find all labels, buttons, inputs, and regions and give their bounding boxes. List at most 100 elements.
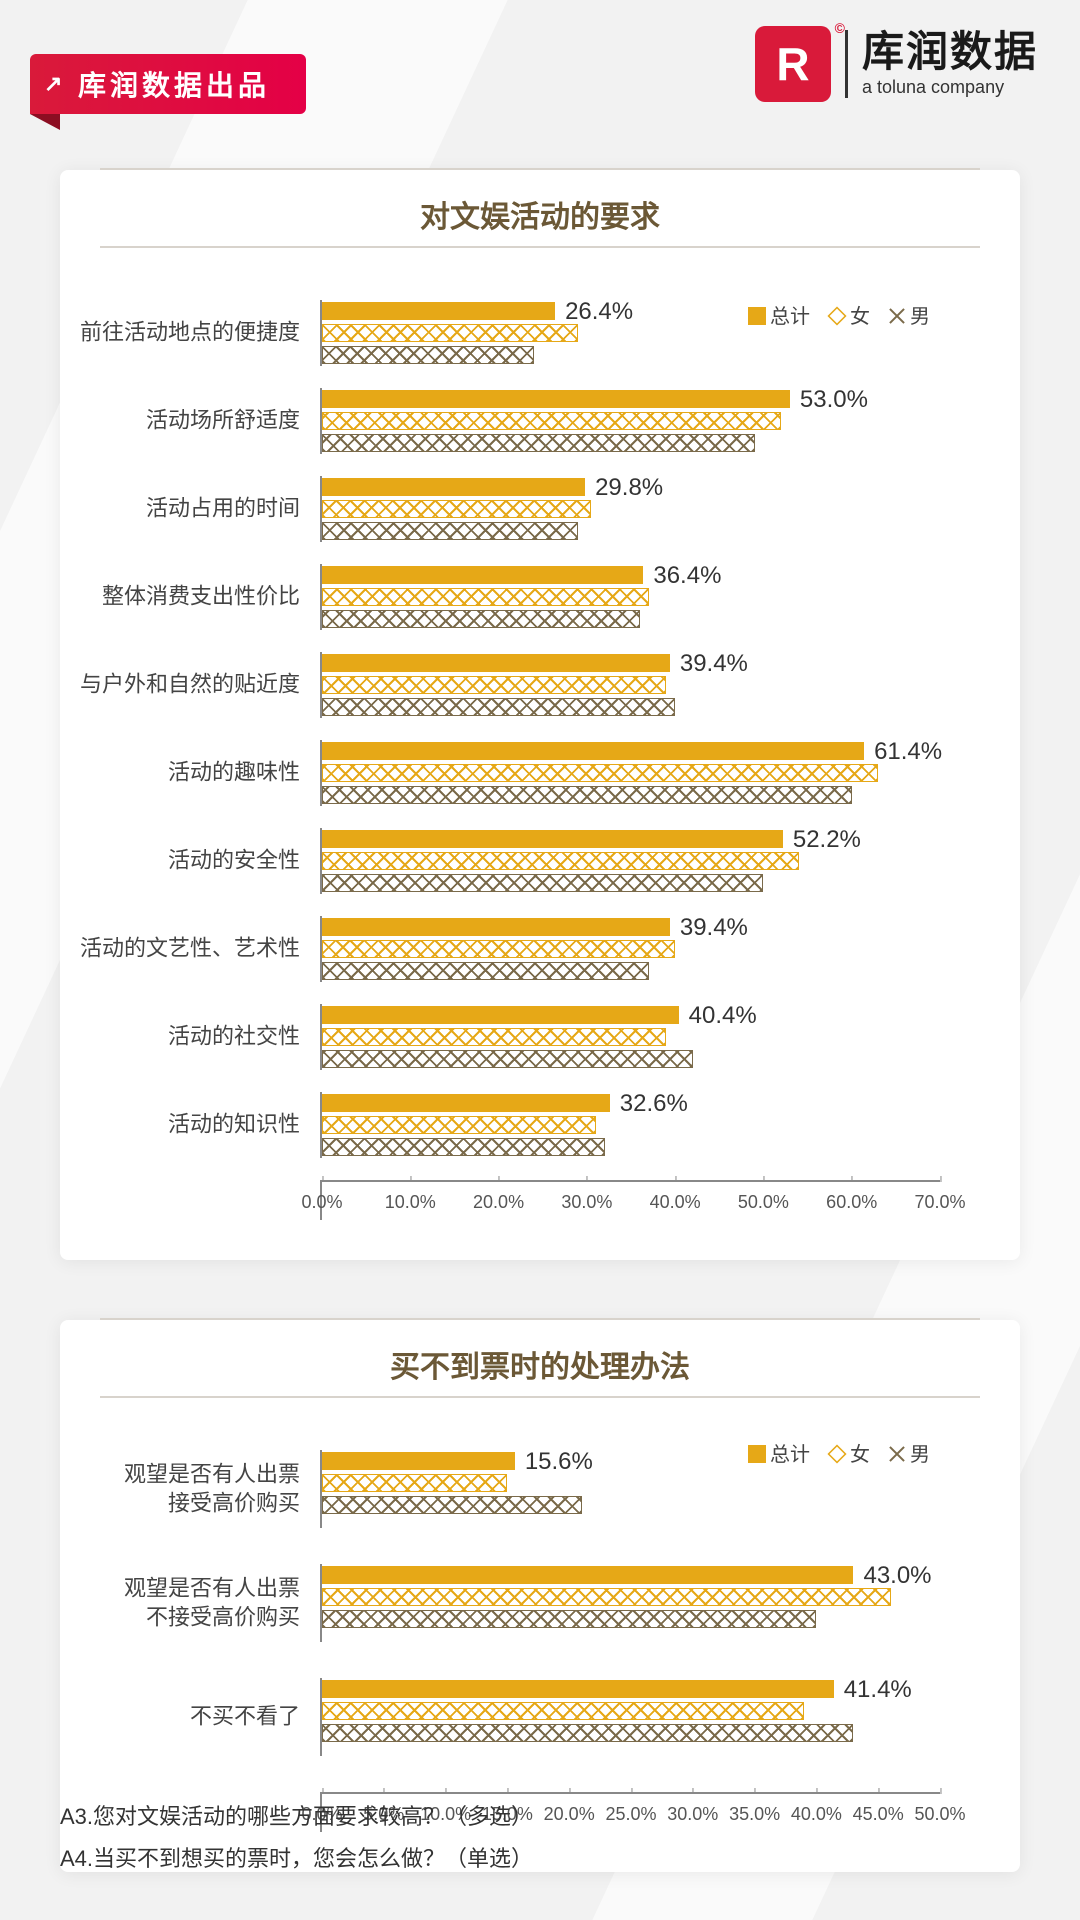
x-tick: 20.0% bbox=[473, 1182, 524, 1213]
logo-text-cn: 库润数据 bbox=[862, 31, 1038, 73]
company-logo: R 库润数据 a toluna company bbox=[755, 26, 1038, 102]
bar-male bbox=[322, 698, 675, 716]
bar-value-label: 26.4% bbox=[565, 298, 633, 326]
x-tick: 50.0% bbox=[738, 1182, 789, 1213]
bar-total bbox=[322, 1094, 610, 1112]
x-axis: 0.0%10.0%20.0%30.0%40.0%50.0%60.0%70.0% bbox=[322, 1180, 940, 1220]
y-axis-label: 活动的趣味性 bbox=[60, 759, 310, 788]
chart-row: 与户外和自然的贴近度39.4% bbox=[320, 652, 940, 718]
bar-total bbox=[322, 566, 643, 584]
chart-row: 活动占用的时间29.8% bbox=[320, 476, 940, 542]
y-axis-label: 活动的安全性 bbox=[60, 847, 310, 876]
x-tick: 25.0% bbox=[605, 1794, 656, 1825]
bar-male bbox=[322, 1610, 816, 1628]
bar-value-label: 36.4% bbox=[653, 562, 721, 590]
x-tick: 45.0% bbox=[853, 1794, 904, 1825]
bar-male bbox=[322, 1496, 582, 1514]
chart-row: 活动的知识性32.6% bbox=[320, 1092, 940, 1158]
bar-female bbox=[322, 1116, 596, 1134]
bar-female bbox=[322, 764, 878, 782]
chart1-plot: 前往活动地点的便捷度26.4%活动场所舒适度53.0%活动占用的时间29.8%整… bbox=[60, 300, 1020, 1220]
bar-male bbox=[322, 1724, 853, 1742]
bar-value-label: 39.4% bbox=[680, 914, 748, 942]
chart1-title: 对文娱活动的要求 bbox=[100, 192, 980, 236]
bar-value-label: 29.8% bbox=[595, 474, 663, 502]
bar-female bbox=[322, 676, 666, 694]
y-axis-label: 活动的文艺性、艺术性 bbox=[60, 935, 310, 964]
bar-male bbox=[322, 1138, 605, 1156]
bar-male bbox=[322, 522, 578, 540]
x-tick: 20.0% bbox=[544, 1794, 595, 1825]
y-axis-label: 观望是否有人出票 不接受高价购买 bbox=[60, 1574, 310, 1631]
bar-total bbox=[322, 1452, 515, 1470]
chart2-title: 买不到票时的处理办法 bbox=[100, 1342, 980, 1386]
footnote-q1: A3.您对文娱活动的哪些方面要求较高？（多选） bbox=[60, 1796, 533, 1838]
bar-female bbox=[322, 940, 675, 958]
footnotes: A3.您对文娱活动的哪些方面要求较高？（多选） A4.当买不到想买的票时，您会怎… bbox=[60, 1796, 533, 1880]
bar-female bbox=[322, 500, 591, 518]
bar-male bbox=[322, 874, 763, 892]
bar-total bbox=[322, 1680, 834, 1698]
y-axis-label: 前往活动地点的便捷度 bbox=[60, 319, 310, 348]
chart-row: 活动的社交性40.4% bbox=[320, 1004, 940, 1070]
chart-row: 整体消费支出性价比36.4% bbox=[320, 564, 940, 630]
x-tick: 10.0% bbox=[385, 1182, 436, 1213]
chart-row: 观望是否有人出票 接受高价购买15.6% bbox=[320, 1450, 940, 1528]
bar-total bbox=[322, 654, 670, 672]
chart-row: 前往活动地点的便捷度26.4% bbox=[320, 300, 940, 366]
y-axis-label: 与户外和自然的贴近度 bbox=[60, 671, 310, 700]
bar-female bbox=[322, 852, 799, 870]
bar-male bbox=[322, 610, 640, 628]
bar-total bbox=[322, 830, 783, 848]
x-tick: 0.0% bbox=[301, 1182, 342, 1213]
chart-row: 观望是否有人出票 不接受高价购买43.0% bbox=[320, 1564, 940, 1642]
x-tick: 30.0% bbox=[561, 1182, 612, 1213]
bar-total bbox=[322, 742, 864, 760]
chart-card-requirements: 对文娱活动的要求 总计 女 男 前往活动地点的便捷度26.4%活动场所舒适度53… bbox=[60, 170, 1020, 1260]
bar-male bbox=[322, 962, 649, 980]
chart-row: 不买不看了41.4% bbox=[320, 1678, 940, 1756]
bar-female bbox=[322, 588, 649, 606]
banner-text: 库润数据出品 bbox=[78, 64, 270, 104]
chart-row: 活动场所舒适度53.0% bbox=[320, 388, 940, 454]
y-axis-label: 整体消费支出性价比 bbox=[60, 583, 310, 612]
logo-text-en: a toluna company bbox=[862, 77, 1038, 98]
bar-value-label: 32.6% bbox=[620, 1090, 688, 1118]
brand-banner: ↗ 库润数据出品 bbox=[30, 54, 306, 114]
bar-total bbox=[322, 390, 790, 408]
x-tick: 40.0% bbox=[650, 1182, 701, 1213]
arrow-icon: ↗ bbox=[44, 71, 66, 97]
bar-value-label: 52.2% bbox=[793, 826, 861, 854]
x-tick: 40.0% bbox=[791, 1794, 842, 1825]
bar-value-label: 40.4% bbox=[689, 1002, 757, 1030]
bar-value-label: 43.0% bbox=[863, 1562, 931, 1590]
bar-value-label: 41.4% bbox=[844, 1676, 912, 1704]
bar-total bbox=[322, 1566, 853, 1584]
chart2-plot: 观望是否有人出票 接受高价购买15.6%观望是否有人出票 不接受高价购买43.0… bbox=[60, 1450, 1020, 1832]
y-axis-label: 活动场所舒适度 bbox=[60, 407, 310, 436]
x-tick: 35.0% bbox=[729, 1794, 780, 1825]
y-axis-label: 不买不看了 bbox=[60, 1703, 310, 1732]
y-axis-label: 活动的社交性 bbox=[60, 1023, 310, 1052]
bar-female bbox=[322, 1702, 804, 1720]
bar-male bbox=[322, 786, 852, 804]
bar-total bbox=[322, 918, 670, 936]
page-header: ↗ 库润数据出品 R 库润数据 a toluna company bbox=[0, 0, 1080, 170]
logo-mark-icon: R bbox=[755, 26, 831, 102]
bar-female bbox=[322, 1474, 507, 1492]
chart-card-tickets: 买不到票时的处理办法 总计 女 男 观望是否有人出票 接受高价购买15.6%观望… bbox=[60, 1320, 1020, 1872]
bar-total bbox=[322, 302, 555, 320]
bar-value-label: 15.6% bbox=[525, 1448, 593, 1476]
bar-female bbox=[322, 1028, 666, 1046]
bar-female bbox=[322, 1588, 891, 1606]
bar-total bbox=[322, 1006, 679, 1024]
y-axis-label: 活动的知识性 bbox=[60, 1111, 310, 1140]
footnote-q2: A4.当买不到想买的票时，您会怎么做？（单选） bbox=[60, 1838, 533, 1880]
bar-value-label: 39.4% bbox=[680, 650, 748, 678]
bar-male bbox=[322, 1050, 693, 1068]
bar-male bbox=[322, 346, 534, 364]
bar-value-label: 61.4% bbox=[874, 738, 942, 766]
bar-male bbox=[322, 434, 755, 452]
chart-row: 活动的安全性52.2% bbox=[320, 828, 940, 894]
x-tick: 70.0% bbox=[914, 1182, 965, 1213]
